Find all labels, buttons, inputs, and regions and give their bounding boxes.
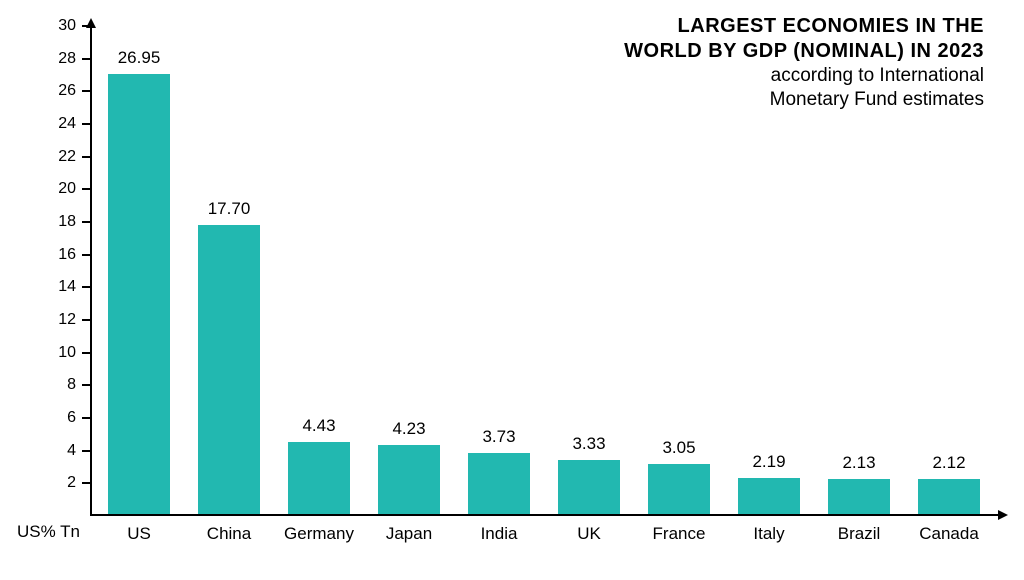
y-tick-label: 30 <box>58 17 76 35</box>
bar-value-label: 2.13 <box>842 453 875 473</box>
x-category-label: Italy <box>753 524 784 544</box>
bar-china: 17.70 <box>198 225 260 514</box>
x-category-label: China <box>207 524 251 544</box>
x-category-label: Canada <box>919 524 979 544</box>
y-axis-unit-label: US% Tn <box>17 522 80 542</box>
y-tick-label: 14 <box>58 278 76 296</box>
y-tick-label: 18 <box>58 213 76 231</box>
bar-us: 26.95 <box>108 74 170 514</box>
x-category-label: Brazil <box>838 524 881 544</box>
y-tick-label: 8 <box>67 376 76 394</box>
y-tick-label: 16 <box>58 246 76 264</box>
y-tick <box>82 156 90 158</box>
y-tick <box>82 352 90 354</box>
y-tick <box>82 417 90 419</box>
bar-value-label: 4.23 <box>392 419 425 439</box>
x-category-label: Japan <box>386 524 432 544</box>
y-tick-label: 24 <box>58 115 76 133</box>
x-category-label: UK <box>577 524 601 544</box>
y-tick <box>82 123 90 125</box>
x-category-label: India <box>481 524 518 544</box>
bar-value-label: 3.73 <box>482 427 515 447</box>
y-tick-label: 28 <box>58 50 76 68</box>
bar-value-label: 17.70 <box>208 199 251 219</box>
bar-italy: 2.19 <box>738 478 800 514</box>
bar-value-label: 4.43 <box>302 416 335 436</box>
y-tick-label: 22 <box>58 148 76 166</box>
y-tick-label: 12 <box>58 311 76 329</box>
y-tick <box>82 58 90 60</box>
x-axis-arrow-icon <box>998 510 1008 520</box>
bar-value-label: 2.19 <box>752 452 785 472</box>
y-tick <box>82 90 90 92</box>
bar-india: 3.73 <box>468 453 530 514</box>
y-tick-label: 4 <box>67 442 76 460</box>
y-tick <box>82 450 90 452</box>
x-category-label: Germany <box>284 524 354 544</box>
bar-france: 3.05 <box>648 464 710 514</box>
y-tick-label: 2 <box>67 474 76 492</box>
y-tick <box>82 221 90 223</box>
y-tick <box>82 254 90 256</box>
bar-value-label: 3.33 <box>572 434 605 454</box>
y-tick <box>82 384 90 386</box>
y-tick <box>82 25 90 27</box>
y-tick <box>82 286 90 288</box>
y-tick <box>82 482 90 484</box>
y-tick-label: 20 <box>58 180 76 198</box>
bar-germany: 4.43 <box>288 442 350 514</box>
bar-uk: 3.33 <box>558 460 620 514</box>
x-category-label: France <box>653 524 706 544</box>
x-category-label: US <box>127 524 151 544</box>
y-tick-label: 10 <box>58 344 76 362</box>
x-axis-line <box>90 514 1000 516</box>
y-axis-line <box>90 26 92 516</box>
bar-japan: 4.23 <box>378 445 440 514</box>
y-tick-label: 26 <box>58 82 76 100</box>
y-tick <box>82 319 90 321</box>
bar-brazil: 2.13 <box>828 479 890 514</box>
bar-canada: 2.12 <box>918 479 980 514</box>
bar-value-label: 3.05 <box>662 438 695 458</box>
plot-area: US% Tn 2468101214161820222426283026.95US… <box>90 26 1000 516</box>
y-tick-label: 6 <box>67 409 76 427</box>
y-tick <box>82 188 90 190</box>
bar-value-label: 2.12 <box>932 453 965 473</box>
bar-value-label: 26.95 <box>118 48 161 68</box>
gdp-bar-chart: LARGEST ECONOMIES IN THE WORLD BY GDP (N… <box>0 0 1024 580</box>
